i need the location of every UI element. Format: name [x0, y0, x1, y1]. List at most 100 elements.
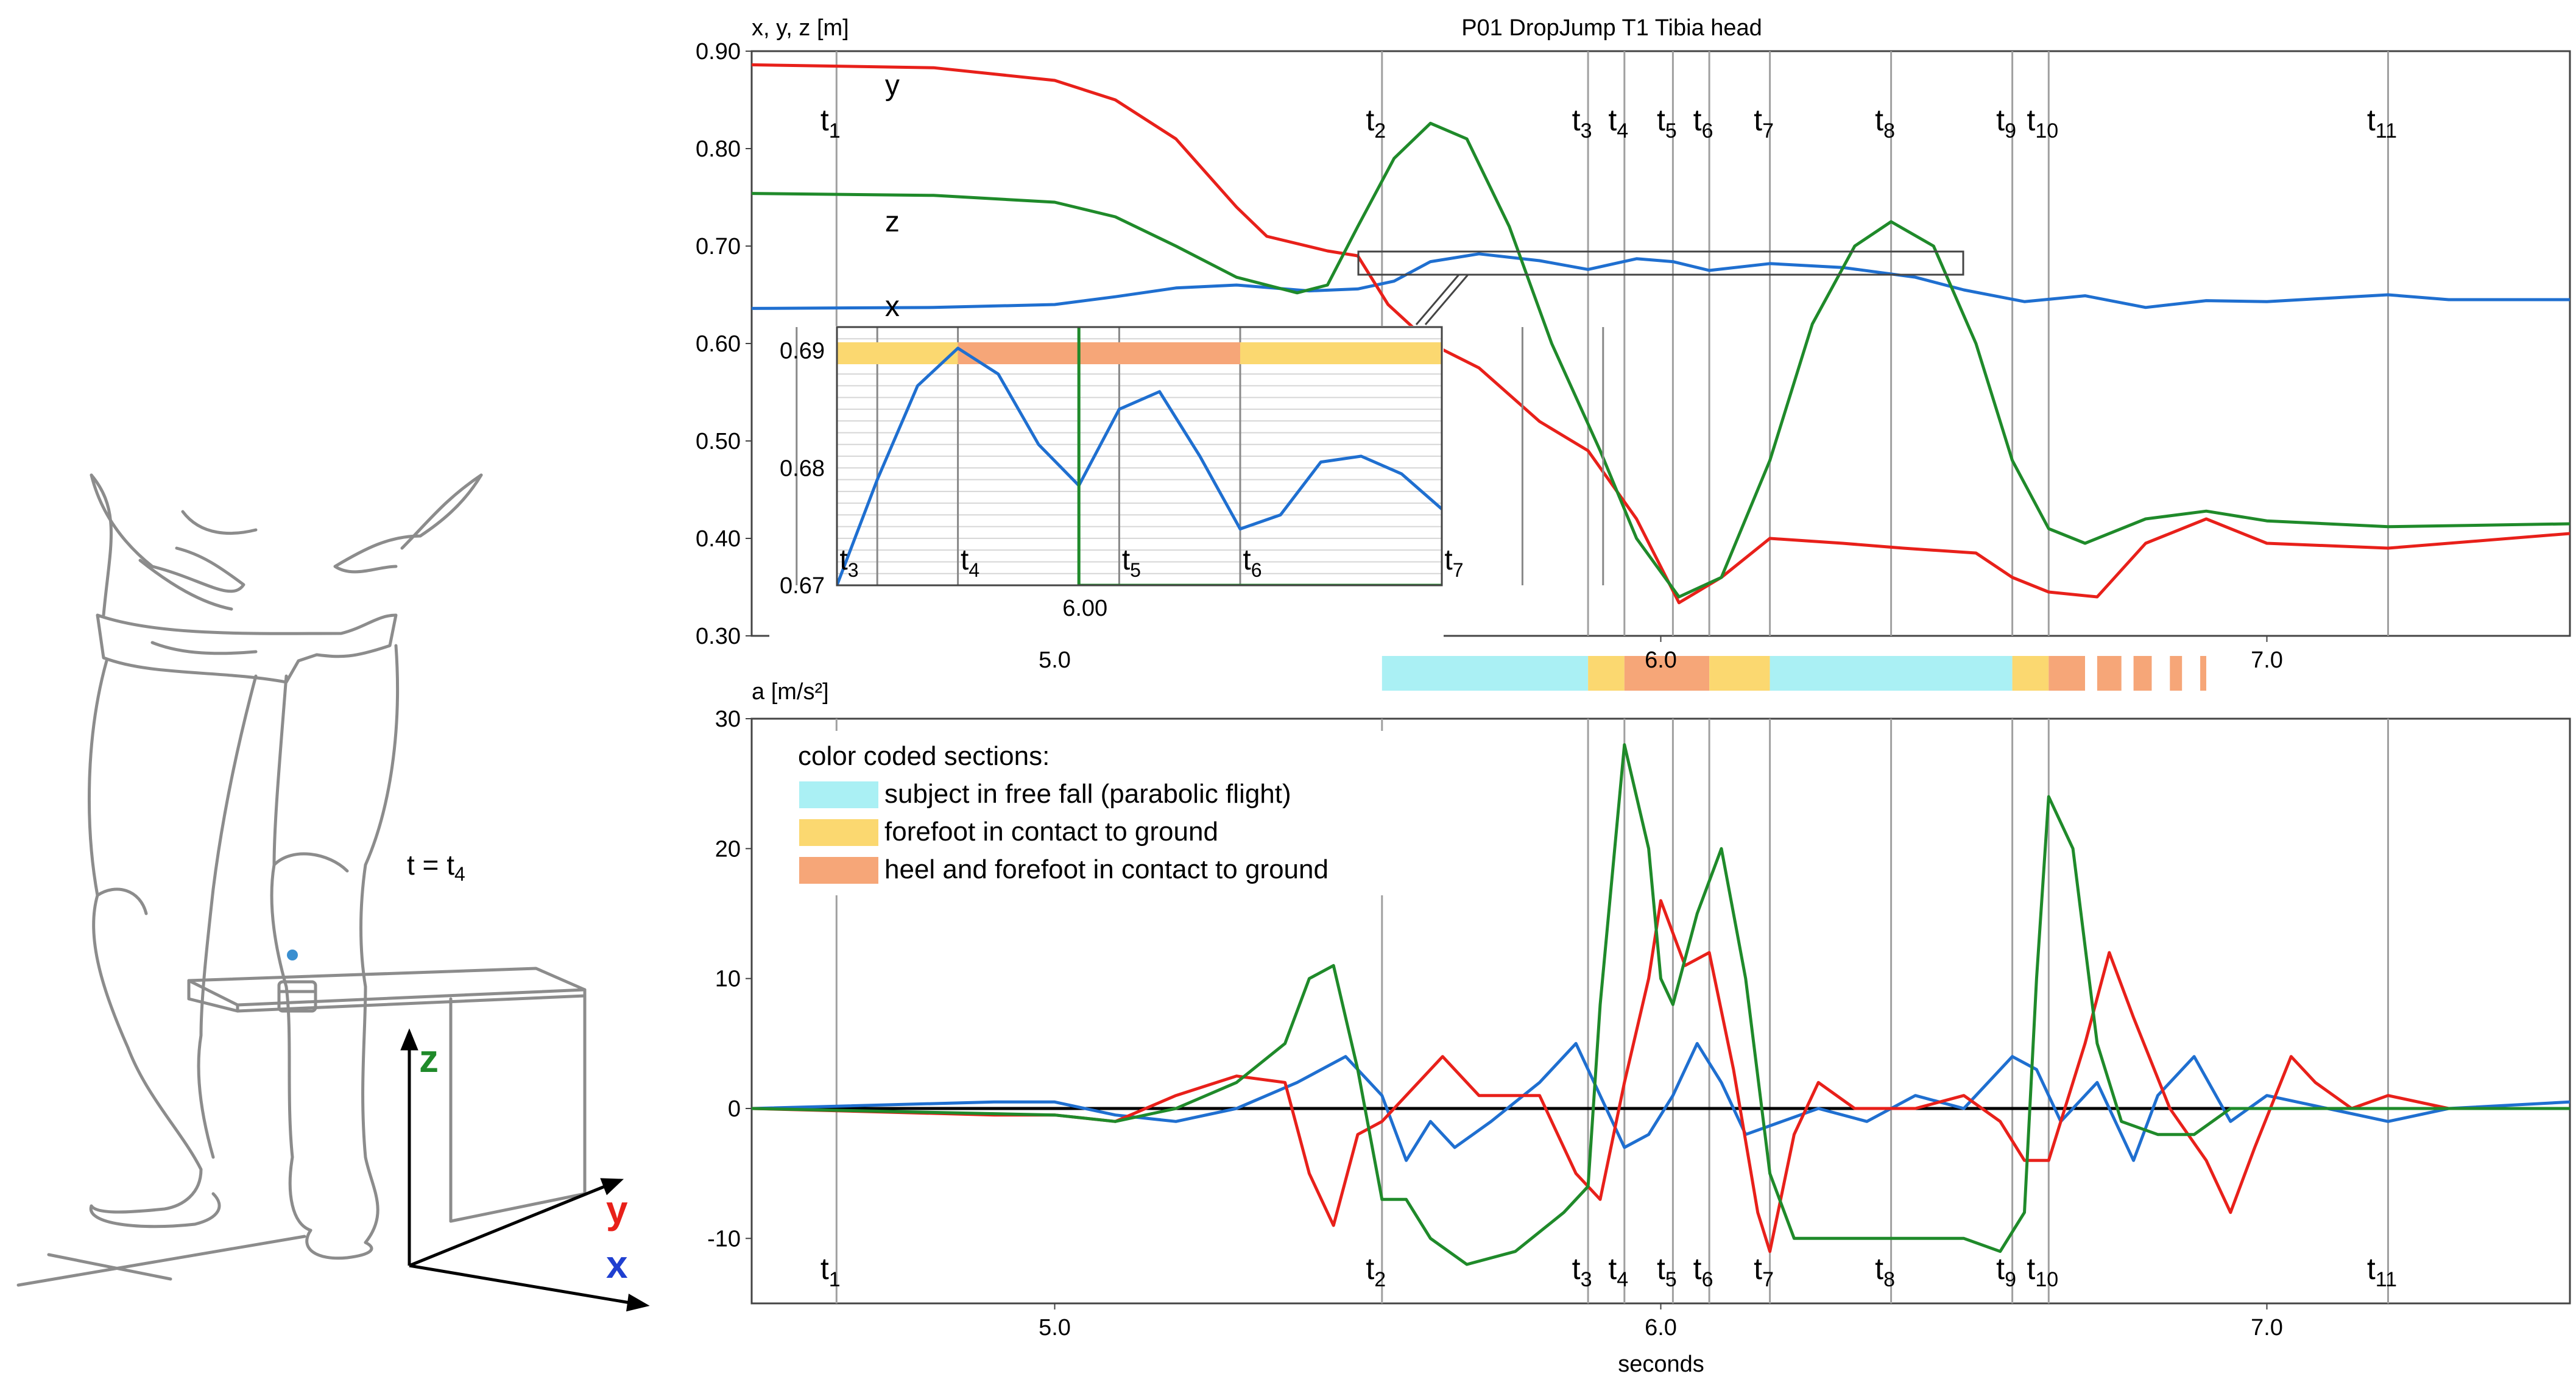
sensor-dot [287, 950, 298, 960]
floor-line [16, 1235, 306, 1287]
event-label-sub: 11 [2376, 119, 2397, 143]
event-label: t3 [1572, 103, 1592, 143]
phase-segment-heel [1624, 656, 1710, 691]
event-label-sub: 5 [1665, 1268, 1677, 1291]
series-letter-y: y [885, 69, 900, 102]
event-label-base: t [820, 103, 829, 137]
zoom-connector-1 [1415, 274, 1460, 325]
time-label: t = t4 [407, 849, 465, 885]
y-tick-label: 0.80 [696, 136, 741, 162]
shirt-outline [90, 473, 483, 617]
inset-event-label-sub: 3 [848, 559, 859, 581]
event-label: t2 [1366, 1252, 1386, 1291]
event-label: t8 [1875, 1252, 1895, 1291]
top-y-axis-label: x, y, z [m] [752, 15, 849, 41]
event-label: t7 [1754, 1252, 1774, 1291]
top-panel: x, y, z [m] P01 DropJump T1 Tibia head 0… [696, 15, 2571, 673]
axes-triad [400, 1028, 650, 1312]
event-label: t9 [1996, 1252, 2016, 1291]
y-tick-label: 0.60 [696, 331, 741, 357]
event-label-sub: 3 [1581, 119, 1592, 143]
inset-event-label-base: t [961, 544, 969, 576]
series-line-x [752, 252, 2570, 310]
inset-event-label: t6 [1243, 544, 1262, 581]
inset-event-label: t5 [1122, 544, 1141, 581]
top-series: y z x [752, 63, 2570, 605]
inset-event-label-base: t [839, 544, 847, 576]
event-label: t4 [1608, 1252, 1628, 1291]
legend-swatch-free-fall [799, 781, 878, 808]
event-label-sub: 2 [1374, 119, 1386, 143]
phase-color-bar: 6.0 [1382, 647, 2206, 691]
event-label: t7 [1754, 103, 1774, 143]
x-tick-label: 7.0 [2251, 1315, 2283, 1341]
inset-background [769, 326, 1444, 649]
event-label-base: t [1693, 103, 1702, 137]
legend-background [780, 731, 1389, 895]
sensor-strap [277, 980, 317, 1013]
series-line-z [752, 743, 2570, 1266]
right-foot [305, 1228, 373, 1260]
inset-y-ticks: 0.69 0.68 0.67 [780, 339, 825, 599]
phase-segment-heel [2170, 656, 2183, 691]
series-line-z [1077, 327, 1442, 585]
event-label-base: t [1366, 103, 1374, 137]
zoom-region-box [1357, 250, 1964, 276]
bottom-y-ticks: 30 20 10 0 -10 [707, 707, 752, 1252]
phase-segment-free_fall [1382, 656, 1589, 691]
series-line-z [752, 121, 2570, 599]
bottom-series [752, 743, 2570, 1266]
inset-y-tick-label: 0.67 [780, 573, 825, 599]
event-label: t8 [1875, 103, 1895, 143]
inset-x-tick-label: 6.00 [1062, 596, 1107, 621]
inset-phase-forefoot [837, 342, 958, 364]
event-label-sub: 4 [1617, 119, 1628, 143]
x-tick-label: 7.0 [2251, 647, 2283, 673]
event-label-base: t [1657, 103, 1665, 137]
inset-event-label-sub: 7 [1453, 559, 1464, 581]
phase-bar-tick-label: 6.0 [1645, 647, 1677, 673]
event-label-sub: 6 [1702, 1268, 1713, 1291]
event-label-base: t [1875, 1252, 1883, 1286]
inset-event-label: t7 [1444, 544, 1463, 581]
x-tick-label: 6.0 [1645, 1315, 1677, 1341]
event-label-base: t [1754, 1252, 1762, 1286]
x-tick-label: 5.0 [1039, 647, 1071, 673]
y-tick-label: 10 [715, 967, 741, 992]
legend-swatch-forefoot [799, 819, 878, 846]
legend: color coded sections: subject in free fa… [780, 731, 1389, 895]
event-label: t6 [1693, 103, 1713, 143]
event-label: t10 [2027, 103, 2058, 143]
phase-segment-heel [2133, 656, 2152, 691]
event-label-base: t [1996, 103, 2005, 137]
event-label: t5 [1657, 103, 1677, 143]
right-leg [270, 644, 400, 1244]
shorts-outline [96, 613, 398, 684]
inset-event-label: t3 [839, 544, 858, 581]
y-tick-label: 0.30 [696, 624, 741, 649]
event-label-sub: 5 [1665, 119, 1677, 143]
legend-heading: color coded sections: [798, 741, 1050, 771]
event-label-base: t [2367, 103, 2376, 137]
series-letter-x: x [885, 291, 900, 323]
top-y-ticks: 0.90 0.80 0.70 0.60 0.50 0.40 0.30 [696, 39, 752, 649]
top-event-lines: t1 t2 t3 t4 t5 t6 t7 t8 t9 t10 t11 [820, 51, 2397, 636]
series-line-y [752, 899, 2570, 1253]
y-tick-label: 0.40 [696, 526, 741, 552]
event-label-base: t [1608, 1252, 1617, 1286]
left-foot [89, 1192, 221, 1228]
event-label-sub: 11 [2376, 1268, 2397, 1291]
event-label: t6 [1693, 1252, 1713, 1291]
y-tick-label: 0.90 [696, 39, 741, 65]
x-axis-label: seconds [1618, 1352, 1704, 1377]
event-label-base: t [1875, 103, 1883, 137]
inset-chart: t3 t4 t5 t6 t7 0.690.680.67 6.00 [769, 326, 1604, 649]
zoom-connector-2 [1424, 274, 1469, 325]
event-label: t10 [2027, 1252, 2058, 1291]
phase-segment-forefoot [1709, 656, 1770, 691]
event-label-base: t [2027, 1252, 2035, 1286]
series-letter-z: z [885, 206, 900, 238]
inset-event-label-sub: 6 [1251, 559, 1262, 581]
event-label-base: t [1996, 1252, 2005, 1286]
event-label: t4 [1608, 103, 1628, 143]
